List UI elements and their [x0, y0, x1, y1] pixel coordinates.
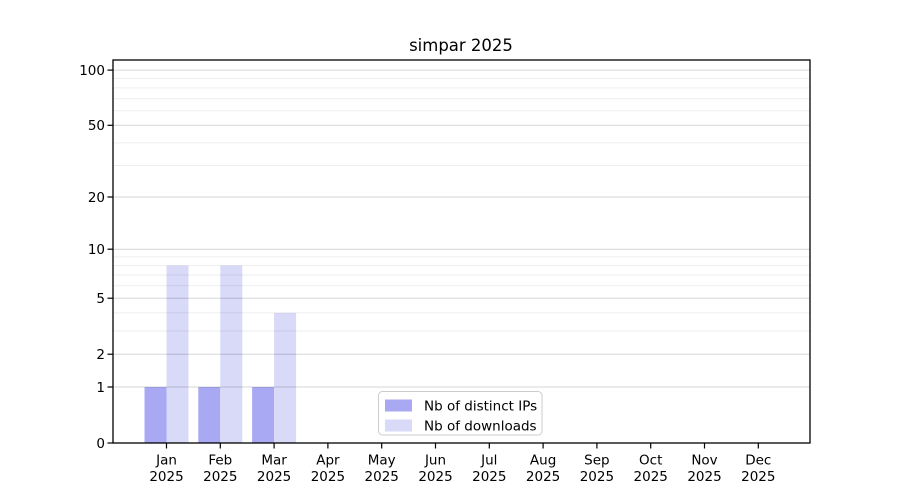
x-tick-label-month: Dec — [745, 453, 771, 469]
x-tick-label-month: Feb — [208, 453, 232, 469]
bar-downloads — [220, 265, 243, 443]
x-tick-label-month: Jan — [155, 453, 177, 469]
axes-ticks-layer: 0125102050100Jan2025Feb2025Mar2025Apr202… — [79, 63, 775, 485]
legend-swatch-downloads — [385, 419, 412, 432]
x-tick-label-year: 2025 — [311, 469, 345, 485]
y-tick-label: 50 — [88, 118, 105, 134]
x-tick-label-year: 2025 — [257, 469, 291, 485]
y-tick-label: 10 — [88, 242, 105, 258]
x-tick-label-month: Sep — [584, 453, 609, 469]
y-tick-label: 100 — [79, 63, 105, 79]
x-tick-label-year: 2025 — [526, 469, 560, 485]
x-tick-label-month: Jul — [480, 453, 497, 469]
x-tick-label-year: 2025 — [472, 469, 506, 485]
y-tick-label: 1 — [96, 380, 105, 396]
bar-distinct-ips — [198, 387, 221, 443]
x-tick-label-year: 2025 — [634, 469, 668, 485]
legend-swatch-distinct-ips — [385, 399, 412, 412]
x-tick-label-year: 2025 — [149, 469, 183, 485]
x-tick-label-year: 2025 — [418, 469, 452, 485]
legend-box — [378, 391, 543, 436]
x-tick-label-month: Jun — [424, 453, 446, 469]
x-tick-label-month: May — [368, 453, 396, 469]
x-tick-label-month: Apr — [316, 453, 340, 469]
x-tick-label-year: 2025 — [203, 469, 237, 485]
legend: Nb of distinct IPs Nb of downloads — [378, 391, 543, 436]
bar-distinct-ips — [144, 387, 167, 443]
x-tick-label-month: Oct — [639, 453, 662, 469]
x-tick-label-year: 2025 — [687, 469, 721, 485]
y-tick-label: 20 — [88, 190, 105, 206]
bar-downloads — [166, 265, 189, 443]
y-tick-label: 0 — [96, 436, 105, 452]
chart-title: simpar 2025 — [409, 36, 513, 55]
x-tick-label-year: 2025 — [580, 469, 614, 485]
grid-layer — [113, 69, 810, 388]
x-tick-label-month: Nov — [691, 453, 717, 469]
legend-label-downloads: Nb of downloads — [424, 419, 537, 435]
bar-downloads — [274, 312, 297, 443]
x-tick-label-year: 2025 — [741, 469, 775, 485]
plot-border — [112, 59, 811, 444]
bars-layer — [144, 265, 297, 443]
x-tick-label-month: Mar — [261, 453, 287, 469]
bar-distinct-ips — [252, 387, 275, 443]
y-tick-label: 2 — [96, 347, 105, 363]
legend-label-distinct-ips: Nb of distinct IPs — [424, 399, 537, 415]
x-tick-label-year: 2025 — [365, 469, 399, 485]
y-tick-label: 5 — [96, 291, 105, 307]
x-tick-label-month: Aug — [530, 453, 556, 469]
